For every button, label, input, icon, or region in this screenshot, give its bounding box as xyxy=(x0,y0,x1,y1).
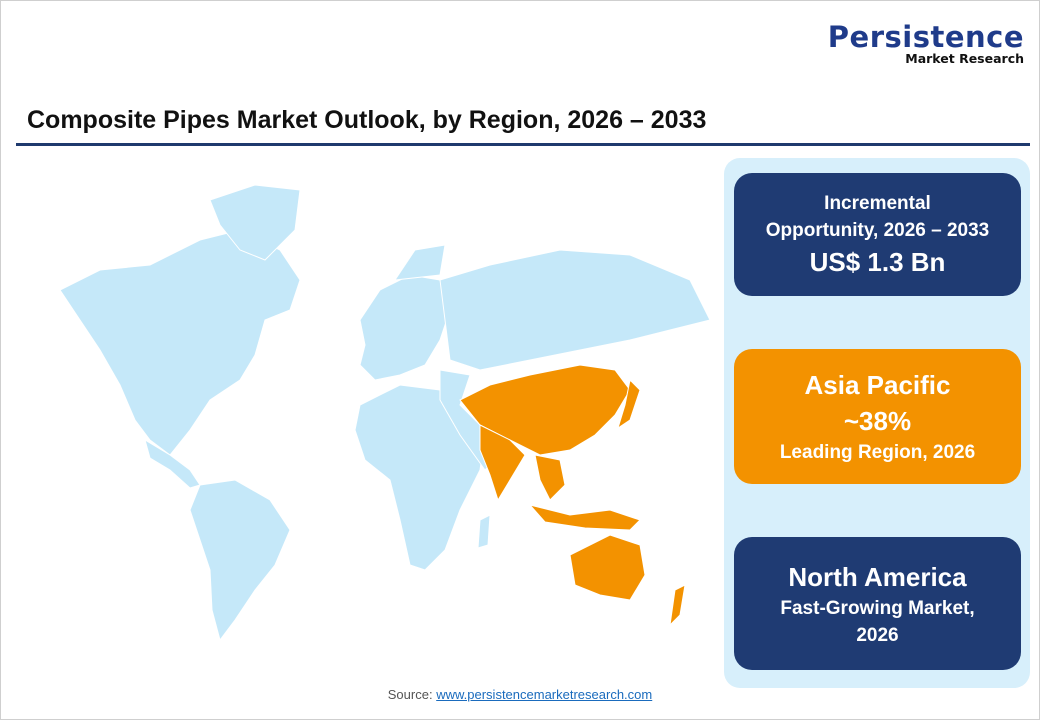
south-america xyxy=(189,479,291,642)
card-caption-line2: 2026 xyxy=(856,624,899,646)
source-link[interactable]: www.persistencemarketresearch.com xyxy=(436,687,653,702)
card-value: ~38% xyxy=(843,406,912,436)
card-label-line2: Opportunity, 2026 – 2033 xyxy=(765,219,990,241)
australia xyxy=(569,534,646,601)
logo-main: Persistence xyxy=(827,20,1024,54)
card-caption: Leading Region, 2026 xyxy=(779,442,976,463)
southeast-asia xyxy=(534,454,566,501)
logo: Persistence Market Research xyxy=(828,22,1024,66)
source-label: Source: xyxy=(387,687,433,702)
card-value: US$ 1.3 Bn xyxy=(809,246,946,277)
russia xyxy=(439,249,711,371)
indonesia xyxy=(528,504,641,531)
logo-sub: Market Research xyxy=(905,51,1024,66)
card-label-line1: Incremental xyxy=(824,192,931,214)
card-region: North America xyxy=(788,561,967,592)
new-zealand xyxy=(669,584,686,627)
japan xyxy=(617,378,641,430)
incremental-opportunity-card: Incremental Opportunity, 2026 – 2033 US$… xyxy=(734,173,1021,296)
leading-region-card: Asia Pacific ~38% Leading Region, 2026 xyxy=(734,349,1021,484)
world-map xyxy=(59,184,711,642)
europe xyxy=(359,274,451,381)
india xyxy=(479,424,526,502)
page-title: Composite Pipes Market Outlook, by Regio… xyxy=(27,106,707,134)
source-line: Source: www.persistencemarketresearch.co… xyxy=(0,687,1040,702)
fast-growing-region-card: North America Fast-Growing Market, 2026 xyxy=(734,537,1021,670)
central-america xyxy=(144,438,201,489)
north-america xyxy=(59,229,301,456)
card-caption-line1: Fast-Growing Market, xyxy=(780,597,975,619)
madagascar xyxy=(477,514,491,549)
greenland xyxy=(209,184,301,261)
card-region: Asia Pacific xyxy=(804,370,951,400)
title-divider xyxy=(16,143,1030,146)
scandinavia xyxy=(393,244,446,281)
